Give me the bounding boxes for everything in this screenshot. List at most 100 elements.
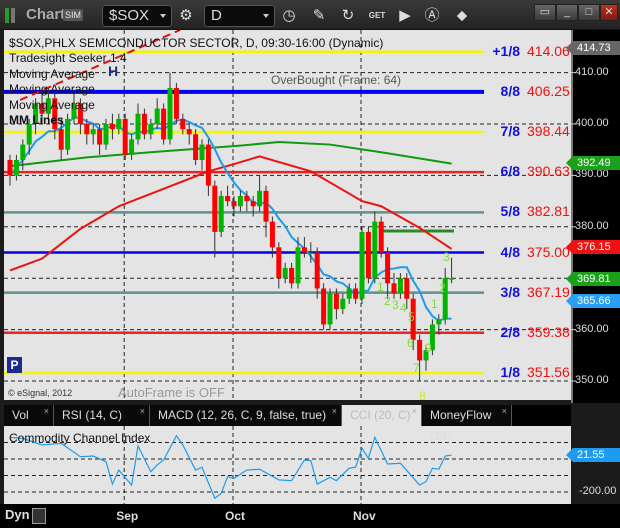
candle <box>417 339 423 361</box>
mm-value: 359.38 <box>527 323 570 340</box>
p-marker[interactable]: P <box>7 357 22 373</box>
candle <box>116 118 122 130</box>
candle <box>340 298 346 310</box>
close-tab-icon[interactable]: × <box>43 406 49 416</box>
study-label[interactable]: Tradesight Seeker 1.4 <box>9 51 127 65</box>
candle <box>359 231 365 299</box>
close-tab-icon[interactable]: × <box>331 406 337 416</box>
close-tab-icon[interactable]: × <box>139 406 145 416</box>
mm-fraction: 5/8 <box>500 203 520 220</box>
mm-value: 375.00 <box>527 243 570 260</box>
wave-count: 1 <box>431 297 438 311</box>
price-layer <box>4 30 571 400</box>
candle <box>295 247 301 284</box>
h-marker: H <box>108 63 119 79</box>
interval-value: D <box>211 7 222 24</box>
wave-count: 9 <box>425 341 432 355</box>
mm-fraction: +1/8 <box>492 42 520 59</box>
study-label[interactable]: Moving Average <box>9 66 95 81</box>
panel-icon-b <box>11 8 15 23</box>
candle <box>397 278 403 294</box>
candle <box>135 113 141 140</box>
close-button[interactable]: ✕ <box>600 4 618 21</box>
price-label-text: 392.49 <box>577 156 611 169</box>
study-label[interactable]: MM Lines <box>9 113 64 127</box>
candle <box>449 278 455 280</box>
candle <box>109 124 115 130</box>
candle <box>269 221 275 248</box>
candle <box>365 231 371 279</box>
cci-line <box>9 434 452 500</box>
clock-icon[interactable]: ◷ <box>282 7 296 24</box>
candle <box>199 144 205 160</box>
candle <box>141 113 147 135</box>
app-label: Chart <box>26 6 66 23</box>
moving-average-green <box>9 140 452 168</box>
tab-label: CCI (20, C) <box>350 408 411 422</box>
symbol-value: $SOX <box>109 7 150 24</box>
price-tick: 360.00 <box>575 322 609 335</box>
candle <box>7 159 13 176</box>
time-axis[interactable]: Dyn <box>0 504 620 528</box>
candle <box>205 144 211 186</box>
alert-icon[interactable]: Ⓐ <box>424 7 440 24</box>
tab-label: RSI (14, C) <box>62 408 123 422</box>
tab-vol[interactable]: Vol × <box>4 405 54 426</box>
get-icon[interactable]: GET <box>368 11 386 20</box>
study-label[interactable]: Moving Average <box>9 97 95 112</box>
cci-current-text: 21.55 <box>577 449 605 462</box>
link-icon[interactable]: ⬥ <box>456 7 468 24</box>
play-icon[interactable]: ▶ <box>399 7 411 24</box>
month-label-oct: Oct <box>225 509 246 523</box>
moving-average-blue <box>9 116 452 322</box>
candle <box>333 293 339 310</box>
mm-fraction: 6/8 <box>500 163 520 180</box>
candle <box>327 293 333 325</box>
candle <box>378 221 384 253</box>
price-label: 414.73 <box>566 41 620 56</box>
cci-pane[interactable] <box>4 426 571 504</box>
mm-fraction: 7/8 <box>500 123 520 140</box>
study-label[interactable]: Moving Average <box>9 82 95 96</box>
candle <box>84 124 90 135</box>
candle <box>225 195 231 202</box>
lock-icon[interactable] <box>32 508 46 524</box>
price-tick: 400.00 <box>575 117 609 129</box>
wave-count: 7 <box>413 361 420 375</box>
minimize-button[interactable]: _ <box>556 4 578 21</box>
close-tab-icon[interactable]: × <box>411 406 417 416</box>
tab-label: MoneyFlow (14) <box>430 408 492 443</box>
candle <box>321 288 327 325</box>
candle <box>193 134 199 160</box>
price-axis[interactable] <box>571 30 620 403</box>
toolbar: Chart SIM $SOX ⚙ D ◷ ✎ ↻ GET ▶ Ⓐ ⬥ ▭ _ □… <box>0 0 620 30</box>
refresh-icon[interactable]: ↻ <box>341 7 355 24</box>
candle <box>308 252 314 254</box>
interval-input[interactable]: D <box>204 5 275 27</box>
chart-title: $SOX,PHLX SEMICONDUCTOR SECTOR, D, 09:30… <box>9 36 384 50</box>
candle <box>218 195 224 232</box>
restore-button[interactable]: ▭ <box>534 4 556 21</box>
tab-macd[interactable]: MACD (12, 26, C, 9, false, true) × <box>150 405 342 426</box>
candle <box>45 98 51 114</box>
tab-rsi[interactable]: RSI (14, C) × <box>54 405 150 426</box>
candle <box>52 98 58 130</box>
tab-moneyflow[interactable]: MoneyFlow (14) × <box>422 405 512 443</box>
candle <box>372 221 378 279</box>
candle <box>186 129 192 135</box>
tab-cci[interactable]: CCI (20, C) × <box>342 405 422 426</box>
price-label: 369.81 <box>566 272 620 287</box>
mm-value: 351.56 <box>527 363 570 380</box>
price-label-text: 376.15 <box>577 240 611 253</box>
pencil-icon[interactable]: ✎ <box>312 7 326 24</box>
maximize-button[interactable]: □ <box>578 4 600 21</box>
symbol-input[interactable]: $SOX <box>102 5 172 27</box>
autoframe-status: AutoFrame is OFF <box>118 385 225 400</box>
close-tab-icon[interactable]: × <box>501 406 507 416</box>
trend-line <box>19 30 181 101</box>
settings-icon[interactable]: ⚙ <box>179 7 193 24</box>
price-tick: 380.00 <box>575 219 609 232</box>
wave-count: 2 <box>384 294 391 308</box>
candle <box>250 201 256 207</box>
wave-count: 8 <box>419 389 426 403</box>
